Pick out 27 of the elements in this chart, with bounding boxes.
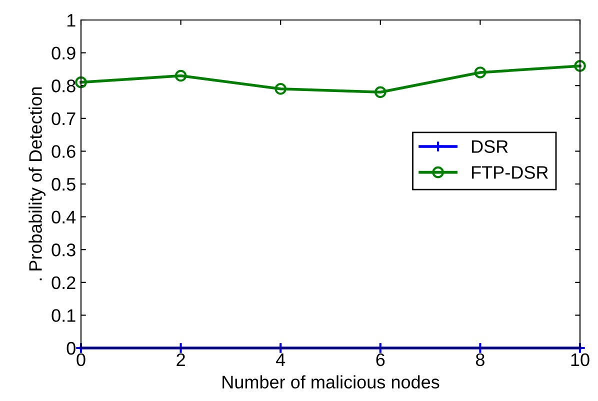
- y-axis-title: . Probability of Detection: [28, 87, 46, 280]
- y-tick-label: 0: [66, 342, 76, 355]
- point: [174, 70, 187, 82]
- legend-label: FTP-DSR: [472, 166, 548, 179]
- x-tick-label: 0: [76, 353, 86, 366]
- x-tick-label: 6: [376, 353, 385, 366]
- point: [374, 86, 386, 98]
- x-tick-label: 10: [571, 353, 590, 366]
- x-axis-title: Number of malicious nodes: [222, 375, 440, 389]
- y-tick-label: 0.6: [52, 145, 76, 158]
- y-tick-label: 0.3: [52, 244, 76, 256]
- y-tick-label: 0.5: [52, 178, 76, 191]
- legend-label: DSR: [472, 140, 508, 153]
- y-tick-label: 0.2: [52, 276, 76, 290]
- x-tick-label: 8: [476, 353, 484, 366]
- point: [474, 66, 486, 78]
- x-tick-label: 2: [176, 353, 185, 366]
- y-tick-label: 1: [67, 14, 76, 27]
- point: [75, 76, 87, 88]
- y-tick-label: 0.1: [52, 309, 76, 322]
- x-tick-label: 4: [276, 354, 286, 366]
- y-tick-label: 0.7: [52, 112, 76, 126]
- y-tick-label: 0.8: [52, 80, 76, 92]
- point: [574, 60, 586, 72]
- y-tick-label: 0.9: [52, 46, 76, 60]
- point: [274, 82, 287, 95]
- y-tick-label: 0.4: [52, 210, 76, 224]
